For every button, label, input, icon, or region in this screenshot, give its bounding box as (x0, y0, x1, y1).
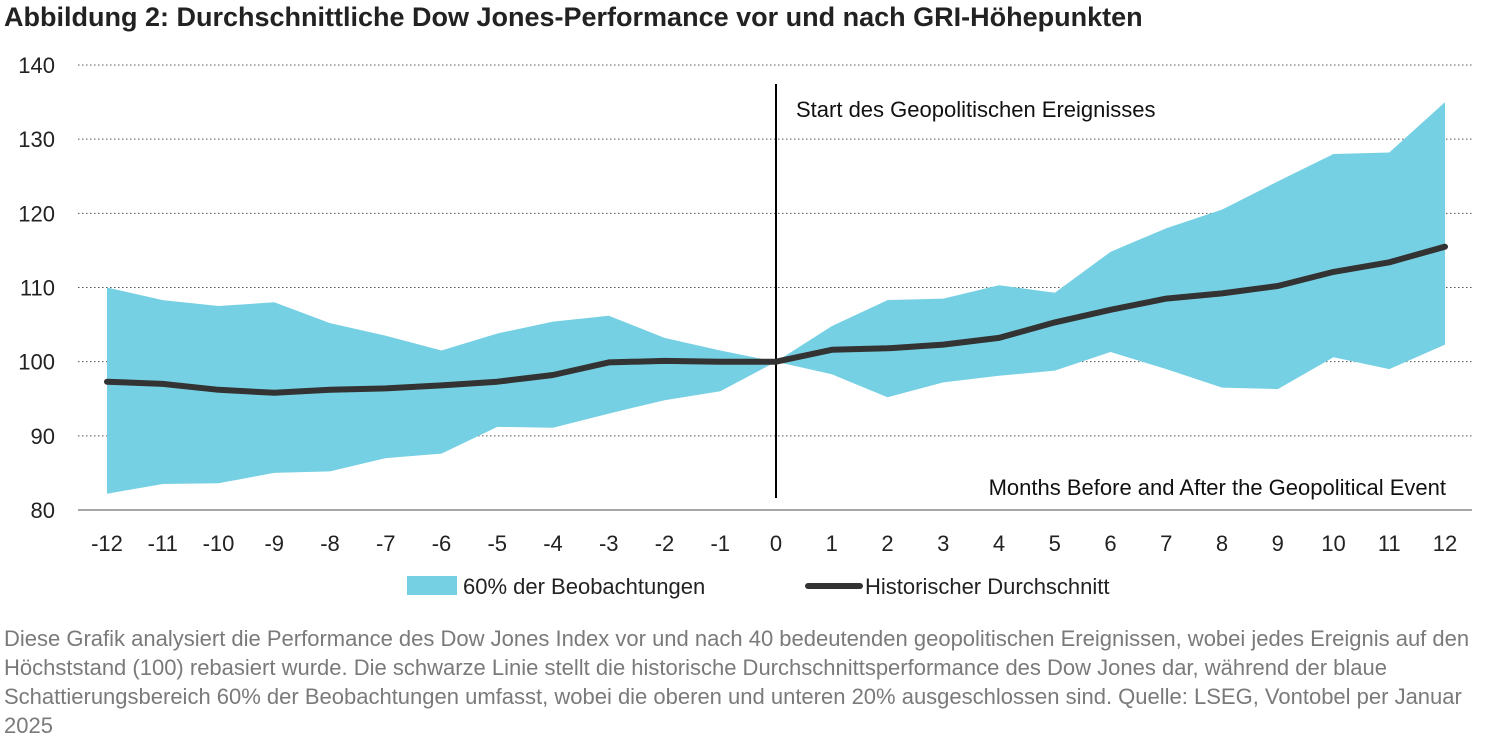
y-axis-tick-labels: 80 90 100 110 120 130 140 (18, 53, 55, 523)
x-axis-tick-labels: -12 -11 -10 -9 -8 -7 -6 -5 -4 -3 -2 -1 0 1 2 3 4 5 6 7 8 9 10 1… (91, 531, 1457, 556)
y-tick-label: 130 (18, 127, 55, 152)
annotations: Start des Geopolitischen Ereignisses Mon… (796, 97, 1446, 500)
y-tick-label: 90 (31, 424, 55, 449)
x-tick-label: 7 (1160, 531, 1172, 556)
legend: 60% der Beobachtungen Historischer Durch… (407, 574, 1110, 599)
x-tick-label: -5 (487, 531, 507, 556)
x-tick-label: -9 (264, 531, 284, 556)
x-tick-label: 11 (1378, 531, 1401, 556)
x-tick-label: 1 (826, 531, 838, 556)
legend-label-band: 60% der Beobachtungen (463, 574, 705, 599)
y-tick-label: 80 (31, 498, 55, 523)
x-tick-label: 6 (1104, 531, 1116, 556)
x-tick-label: 9 (1272, 531, 1284, 556)
x-tick-label: -1 (710, 531, 730, 556)
x-tick-label: 2 (881, 531, 893, 556)
average-line (104, 243, 1448, 396)
x-tick-label: -7 (376, 531, 396, 556)
line-layer (104, 84, 1448, 498)
x-tick-label: 0 (770, 531, 782, 556)
x-axis-annotation: Months Before and After the Geopolitical… (989, 475, 1446, 500)
x-tick-label: 8 (1216, 531, 1228, 556)
legend-label-line: Historischer Durchschnitt (865, 574, 1110, 599)
chart-title: Abbildung 2: Durchschnittliche Dow Jones… (4, 2, 1143, 32)
x-tick-label: 5 (1049, 531, 1061, 556)
x-tick-label: -2 (655, 531, 675, 556)
y-tick-label: 110 (20, 276, 55, 301)
band-area-60-percent (107, 102, 1445, 494)
x-tick-label: 3 (937, 531, 949, 556)
legend-swatch-band (407, 576, 457, 595)
x-tick-label: -12 (91, 531, 123, 556)
x-tick-label: -10 (203, 531, 235, 556)
y-tick-label: 100 (18, 350, 55, 375)
band-layer (107, 102, 1445, 494)
x-tick-label: -3 (599, 531, 619, 556)
y-tick-label: 140 (18, 53, 55, 78)
x-tick-label: 4 (993, 531, 1005, 556)
chart-caption: Diese Grafik analysiert die Performance … (4, 626, 1470, 738)
y-tick-label: 120 (18, 201, 55, 226)
x-tick-label: -6 (432, 531, 452, 556)
x-tick-label: -4 (543, 531, 563, 556)
x-tick-label: -11 (148, 531, 178, 556)
x-tick-label: 10 (1321, 531, 1345, 556)
x-tick-label: 12 (1433, 531, 1457, 556)
x-tick-label: -8 (320, 531, 340, 556)
event-annotation: Start des Geopolitischen Ereignisses (796, 97, 1156, 122)
